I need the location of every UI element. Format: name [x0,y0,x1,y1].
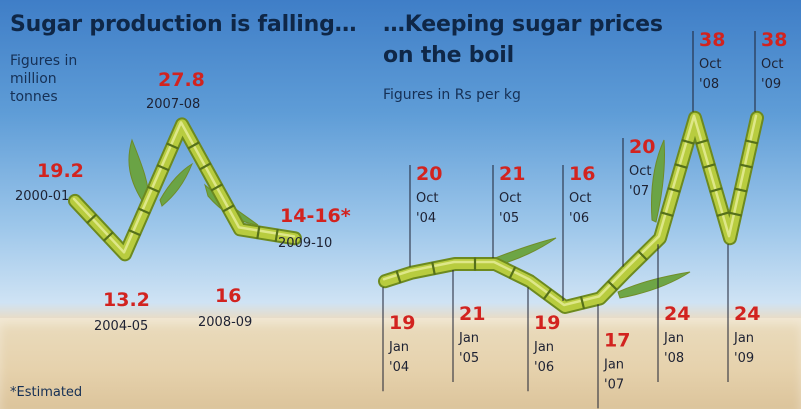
price-cane-node [702,163,716,169]
price-year-label: '09 [734,351,754,366]
price-month-label: Jan [388,340,409,355]
price-year-label: '06 [534,360,554,375]
price-value-label: 16 [569,163,595,185]
production-cane-node [256,225,261,239]
price-year-label: '07 [629,184,649,199]
production-value-label: 19.2 [37,160,84,182]
price-cane-node [734,187,748,193]
price-year-label: '04 [416,211,436,226]
production-value-label: 13.2 [103,289,150,311]
price-month-label: Oct [699,57,721,72]
production-value-label: 16 [215,285,241,307]
price-value-label: 19 [534,312,560,334]
left-leaf-2 [159,162,194,207]
price-value-label: 20 [629,136,655,158]
price-cane-node [739,163,753,169]
production-period-label: 2008-09 [198,315,252,330]
price-year-label: '08 [664,351,684,366]
price-cane-node [674,163,688,169]
price-cane-node [660,211,674,217]
price-month-label: Jan [458,331,479,346]
price-year-label: '04 [389,360,409,375]
production-cane-node [166,142,179,150]
price-year-label: '05 [499,211,519,226]
production-period-label: 2009-10 [278,236,332,251]
production-cane-node [274,228,279,242]
price-cane-node [542,288,553,300]
production-period-label: 2007-08 [146,97,200,112]
price-month-label: Oct [761,57,783,72]
price-value-label: 20 [416,163,442,185]
price-value-label: 21 [499,163,525,185]
price-value-label: 21 [459,303,485,325]
price-cane-node [745,139,759,145]
production-cane-node [210,183,224,192]
production-cane-node [128,229,141,237]
production-cane-highlight [72,121,296,254]
production-period-label: 2000-01 [15,189,69,204]
footnote-estimated: *Estimated [10,385,83,400]
left-subtitle-line-1: Figures in [10,53,78,69]
left-subtitle-line-3: tonnes [10,89,58,105]
price-value-label: 38 [699,29,725,51]
production-cane-node [86,213,98,224]
price-month-label: Oct [569,191,591,206]
price-cane-node [695,139,709,145]
price-year-label: '05 [459,351,479,366]
price-cane-node [508,266,517,279]
price-month-label: Jan [733,331,754,346]
price-month-label: Jan [533,340,554,355]
price-value-label: 24 [734,303,760,325]
left-chart-subtitle: Figures in million tonnes [10,52,77,106]
price-cane-node [637,249,648,261]
production-cane-node [187,141,200,150]
price-year-label: '09 [761,77,781,92]
soil-ground [0,318,801,409]
left-chart-title: Sugar production is falling… [10,12,357,37]
right-chart-title-line-1: …Keeping sugar prices [383,12,663,37]
price-month-label: Oct [416,191,438,206]
price-month-label: Jan [603,357,624,372]
left-subtitle-line-2: million [10,71,57,87]
production-cane-node [102,231,114,242]
price-year-label: '06 [569,211,589,226]
price-cane-node [728,211,742,217]
price-cane-node [667,187,681,193]
price-value-label: 17 [604,329,630,351]
price-value-label: 24 [664,303,690,325]
production-cane-node [222,204,235,213]
price-cane-node [395,270,402,284]
price-cane-node [709,187,723,193]
right-leaf-2 [617,271,691,299]
production-cane-node [198,162,212,171]
price-year-label: '07 [604,377,624,392]
production-value-label: 27.8 [158,69,205,91]
right-chart-subtitle: Figures in Rs per kg [383,87,521,103]
production-value-label: 14-16* [280,205,351,227]
price-value-label: 19 [389,312,415,334]
price-cane-node [681,139,695,145]
production-cane-node [147,185,160,193]
price-month-label: Oct [629,164,651,179]
price-value-label: 38 [761,29,787,51]
price-cane-node [716,211,730,217]
price-year-label: '08 [699,77,719,92]
price-cane-node [607,280,618,291]
price-cane-node [579,296,586,310]
price-month-label: Jan [663,331,684,346]
price-month-label: Oct [499,191,521,206]
right-chart-title-line-2: on the boil [383,43,514,68]
production-cane-node [137,207,151,215]
right-leaf-3 [651,139,666,223]
price-cane-node [431,261,436,275]
production-period-label: 2004-05 [94,319,148,334]
production-cane-node [156,164,170,172]
